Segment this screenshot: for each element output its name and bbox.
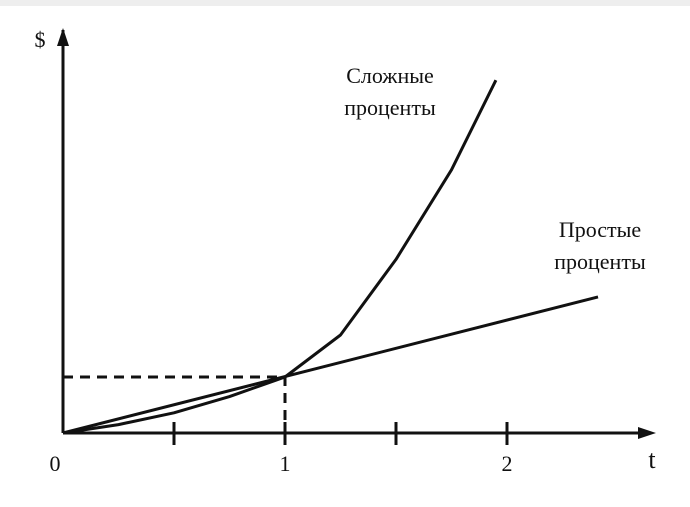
top-strip bbox=[0, 0, 690, 6]
x-tick-label: 2 bbox=[502, 451, 513, 476]
series-line bbox=[62, 79, 498, 435]
x-arrow bbox=[638, 427, 656, 439]
x-axis-label: t bbox=[648, 445, 656, 474]
series-label: проценты bbox=[344, 95, 436, 120]
series-line bbox=[62, 295, 599, 435]
series-label: проценты bbox=[554, 249, 646, 274]
series-label: Простые bbox=[559, 217, 641, 242]
x-tick-label: 0 bbox=[50, 451, 61, 476]
y-axis-label: $ bbox=[35, 27, 46, 52]
y-arrow bbox=[57, 28, 69, 46]
series-label: Сложные bbox=[346, 63, 434, 88]
x-tick-label: 1 bbox=[280, 451, 291, 476]
